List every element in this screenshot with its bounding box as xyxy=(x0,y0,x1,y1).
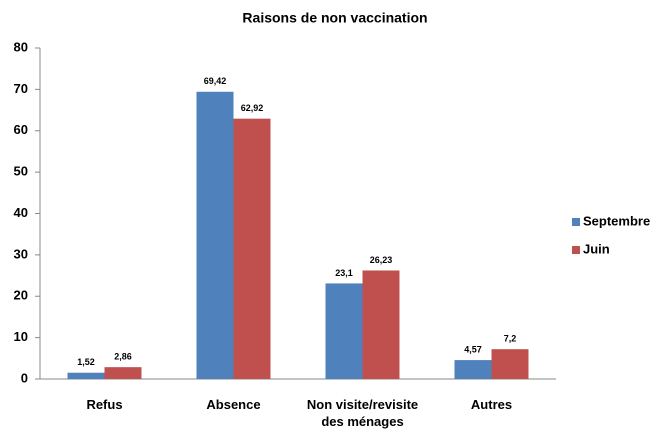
y-tick-label: 10 xyxy=(14,329,28,344)
data-label: 69,42 xyxy=(204,76,227,86)
y-tick-label: 0 xyxy=(21,370,28,385)
bar xyxy=(104,367,142,379)
x-tick-label: Refus xyxy=(86,397,123,412)
y-tick-label: 60 xyxy=(14,122,28,137)
bar xyxy=(196,91,234,379)
data-label: 1,52 xyxy=(77,357,95,367)
data-label: 26,23 xyxy=(370,255,393,265)
data-label: 2,86 xyxy=(114,352,132,362)
y-tick-label: 80 xyxy=(14,39,28,54)
bar xyxy=(67,372,105,379)
bar xyxy=(491,349,529,379)
legend-label: Juin xyxy=(583,241,610,256)
data-label: 4,57 xyxy=(464,344,482,354)
y-tick-label: 50 xyxy=(14,164,28,179)
x-tick-label: Absence xyxy=(206,397,261,412)
data-label: 23,1 xyxy=(335,268,353,278)
x-tick-label: Non visite/revisite des ménages xyxy=(306,397,419,429)
bar xyxy=(233,118,271,379)
y-tick-label: 40 xyxy=(14,205,28,220)
chart-title: Raisons de non vaccination xyxy=(242,10,427,26)
legend-label: Septembre xyxy=(583,213,650,228)
y-tick-label: 20 xyxy=(14,288,28,303)
x-tick-label: Autres xyxy=(470,397,513,412)
y-tick-label: 30 xyxy=(14,246,28,261)
y-tick-label: 70 xyxy=(14,81,28,96)
data-label: 62,92 xyxy=(241,103,264,113)
legend-swatch xyxy=(572,218,580,226)
bar xyxy=(362,270,400,379)
legend-swatch xyxy=(572,246,580,254)
data-label: 7,2 xyxy=(504,334,517,344)
bar xyxy=(325,283,363,379)
bar xyxy=(454,360,492,379)
